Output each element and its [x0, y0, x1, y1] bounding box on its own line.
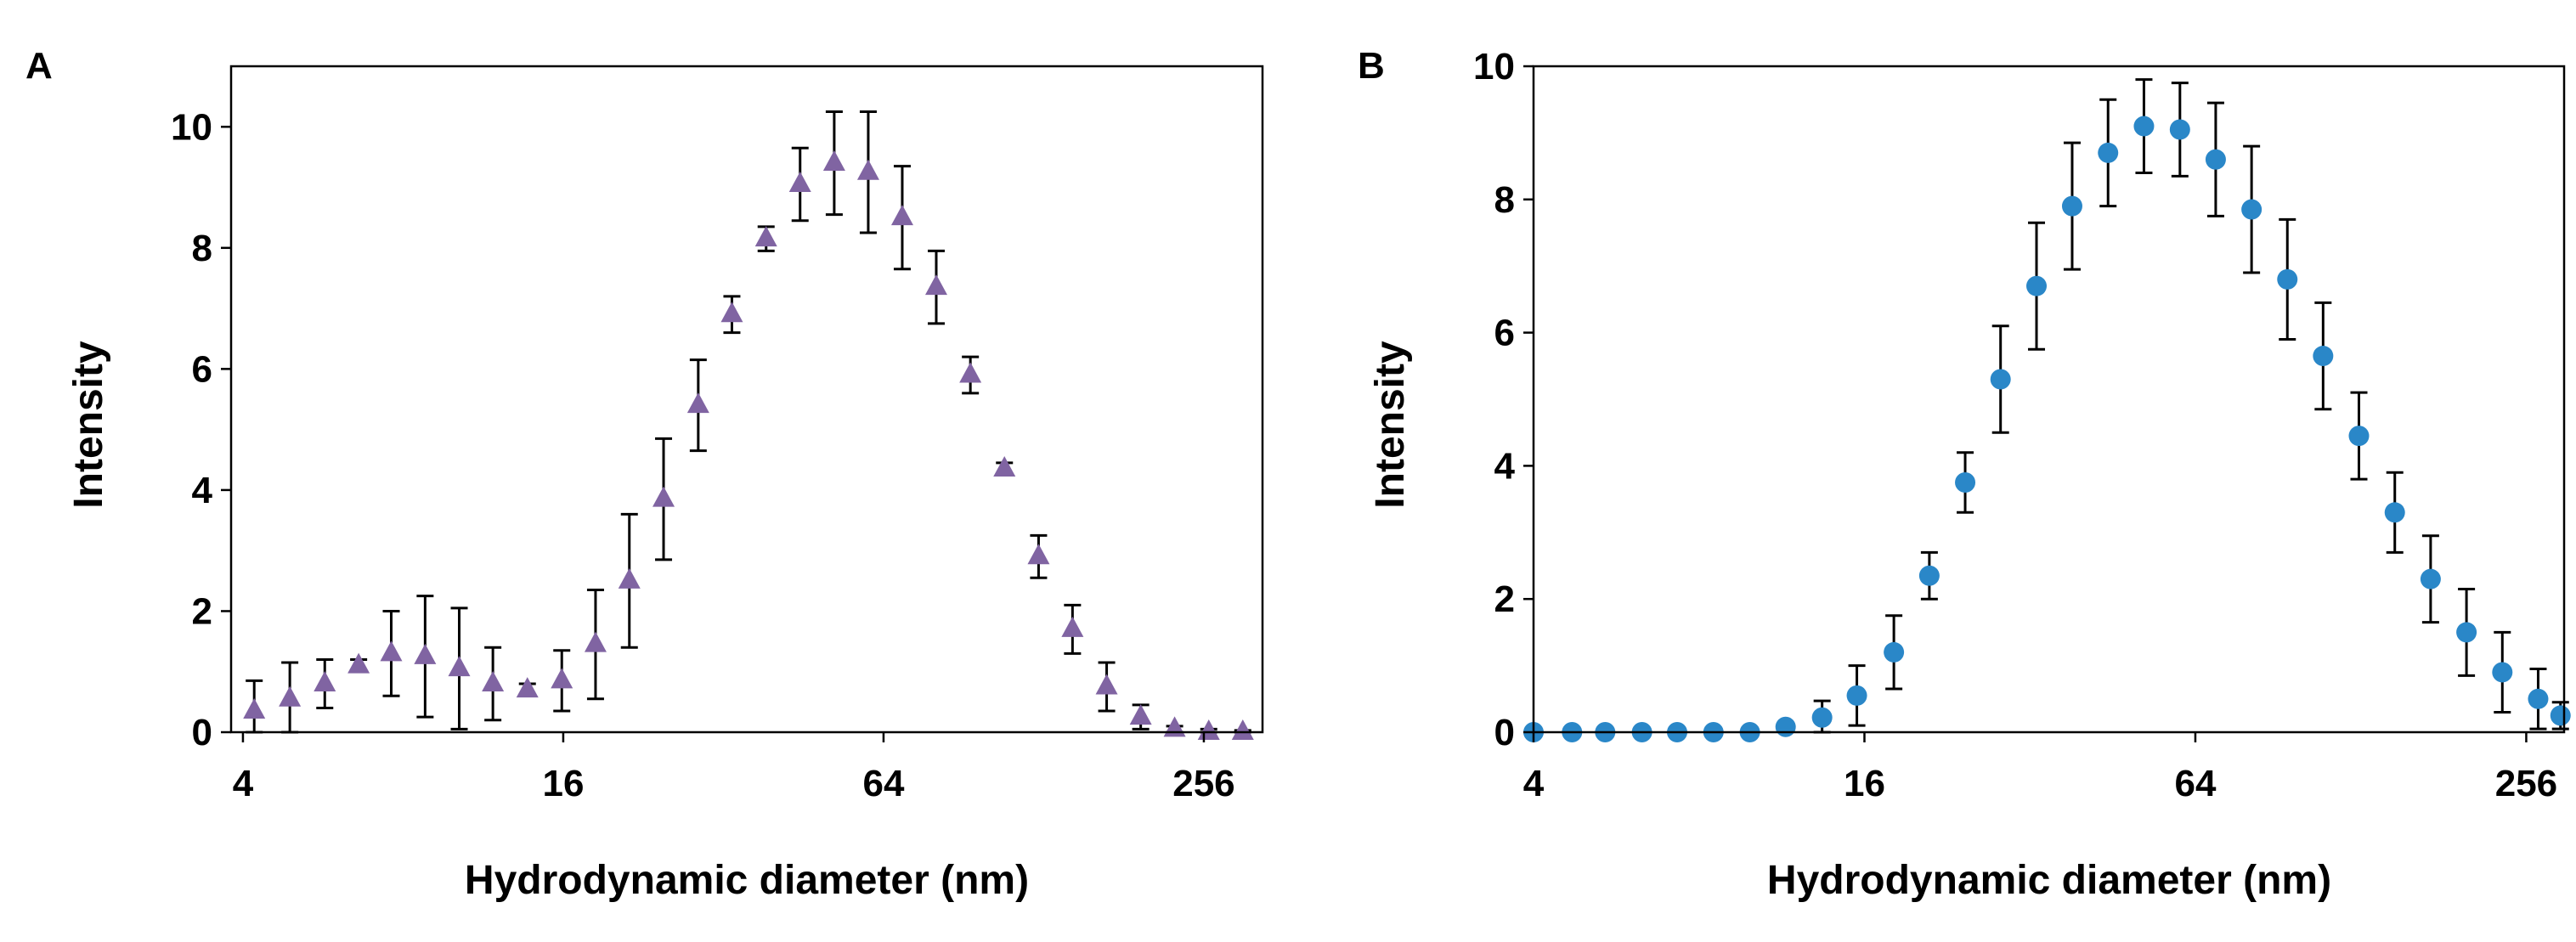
data-point-b [2098, 142, 2119, 163]
data-point-b [2277, 268, 2298, 290]
data-point-b [1918, 565, 1940, 586]
x-axis-title-b: Hydrodynamic diameter (nm) [1767, 858, 2331, 903]
y-tick-label-a: 8 [192, 228, 212, 269]
x-tick-label-a: 64 [862, 763, 904, 804]
data-point-b [2528, 688, 2549, 709]
data-point-a [243, 698, 266, 719]
data-point-b [2550, 705, 2571, 726]
y-tick-label-a: 10 [171, 106, 212, 148]
data-point-b [2348, 426, 2370, 447]
data-point-a [856, 159, 879, 180]
data-point-a [482, 670, 505, 691]
data-point-b [2241, 199, 2262, 220]
data-point-b [2133, 116, 2155, 137]
data-point-b [1775, 716, 1796, 737]
data-point-b [2492, 662, 2513, 683]
data-point-b [2456, 622, 2477, 643]
y-tick-label-a: 4 [192, 470, 213, 511]
data-point-a [516, 677, 539, 698]
y-tick-label-a: 6 [192, 348, 212, 390]
data-point-b [2205, 149, 2226, 170]
data-point-a [754, 226, 777, 247]
x-tick-label-b: 64 [2174, 763, 2216, 804]
data-point-a [1095, 674, 1118, 695]
data-point-a [1027, 544, 1050, 565]
data-point-a [686, 392, 709, 414]
data-point-a [959, 362, 982, 383]
data-point-a [1231, 719, 1254, 740]
x-tick-label-a: 256 [1172, 763, 1234, 804]
x-tick-label-b: 256 [2495, 763, 2557, 804]
data-point-b [1846, 685, 1867, 706]
data-point-a [788, 171, 811, 192]
data-point-b [1990, 369, 2011, 390]
data-point-b [2061, 195, 2082, 217]
panel-label-b: B [1358, 45, 1385, 87]
y-axis-title-b: Intensity [1368, 341, 1413, 509]
y-tick-label-b: 10 [1473, 46, 1515, 87]
data-point-a [414, 643, 437, 664]
chart-panel-a: A 0 2 4 6 8 10 4 16 64 256 Hydrodynamic diameter … [25, 45, 1264, 903]
y-tick-label-b: 2 [1494, 578, 1515, 620]
chart-panel-b: B 0 2 4 6 8 10 4 16 64 256 Hydrodynamic diameter … [1358, 45, 2571, 903]
data-point-b [2420, 568, 2441, 589]
data-point-b [1811, 707, 1833, 728]
data-point-a [279, 685, 302, 707]
data-point-a [551, 668, 573, 689]
y-tick-label-a: 2 [192, 590, 212, 632]
y-tick-label-b: 4 [1494, 445, 1516, 487]
data-point-a [448, 656, 471, 677]
data-point-a [822, 150, 845, 172]
x-axis-title-a: Hydrodynamic diameter (nm) [465, 858, 1029, 903]
data-point-a [720, 302, 743, 323]
chart-b-axes: 0 2 4 6 8 10 4 16 64 256 [1473, 46, 2566, 804]
y-tick-label-b: 8 [1494, 179, 1515, 221]
data-point-a [618, 567, 641, 589]
panel-label-a: A [25, 45, 53, 87]
y-axis-title-a: Intensity [66, 341, 111, 509]
chart-b-marks [1523, 78, 2571, 742]
data-point-a [314, 670, 336, 691]
data-point-a [584, 631, 607, 652]
data-point-a [652, 486, 675, 507]
data-point-b [2384, 502, 2405, 523]
x-tick-label-b: 4 [1523, 763, 1545, 804]
chart-a-axes: 0 2 4 6 8 10 4 16 64 256 [171, 65, 1264, 804]
data-point-b [2169, 119, 2190, 140]
x-tick-label-a: 4 [233, 763, 254, 804]
data-point-a [1129, 704, 1152, 725]
x-tick-label-b: 16 [1844, 763, 1885, 804]
chart-a-marks [243, 110, 1254, 740]
plot-frame-b [1532, 65, 2566, 734]
plot-frame-a [229, 65, 1264, 734]
data-point-b [1884, 641, 1905, 663]
data-point-b [2313, 346, 2334, 367]
data-point-a [380, 640, 403, 662]
data-point-a [993, 455, 1016, 477]
data-point-a [347, 652, 370, 674]
data-point-b [2026, 275, 2048, 296]
data-point-a [890, 205, 913, 226]
y-tick-label-b: 0 [1494, 712, 1515, 753]
x-tick-label-a: 16 [542, 763, 584, 804]
data-point-a [1061, 616, 1084, 637]
data-point-a [924, 274, 947, 296]
data-point-b [1955, 472, 1976, 493]
y-tick-label-b: 6 [1494, 313, 1515, 354]
y-tick-label-a: 0 [192, 712, 212, 753]
